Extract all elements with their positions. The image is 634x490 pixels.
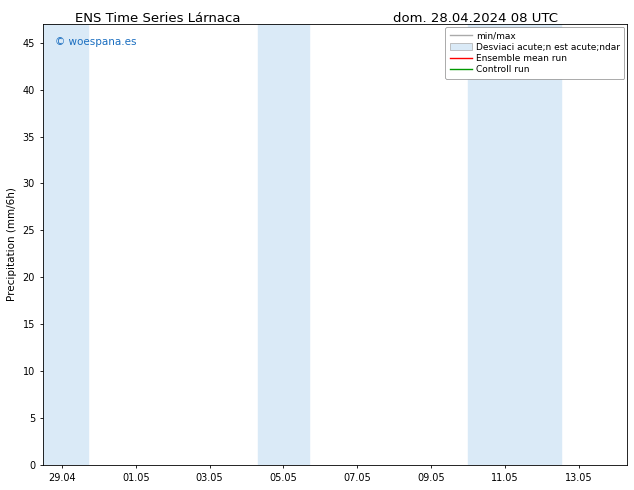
Text: © woespana.es: © woespana.es	[55, 37, 136, 48]
Bar	[257, 24, 309, 465]
Bar	[468, 24, 560, 465]
Text: ENS Time Series Lárnaca: ENS Time Series Lárnaca	[75, 12, 241, 25]
Text: dom. 28.04.2024 08 UTC: dom. 28.04.2024 08 UTC	[393, 12, 558, 25]
Y-axis label: Precipitation (mm/6h): Precipitation (mm/6h)	[7, 188, 17, 301]
Legend: min/max, Desviaci acute;n est acute;ndar, Ensemble mean run, Controll run: min/max, Desviaci acute;n est acute;ndar…	[445, 27, 624, 78]
Bar	[43, 24, 87, 465]
